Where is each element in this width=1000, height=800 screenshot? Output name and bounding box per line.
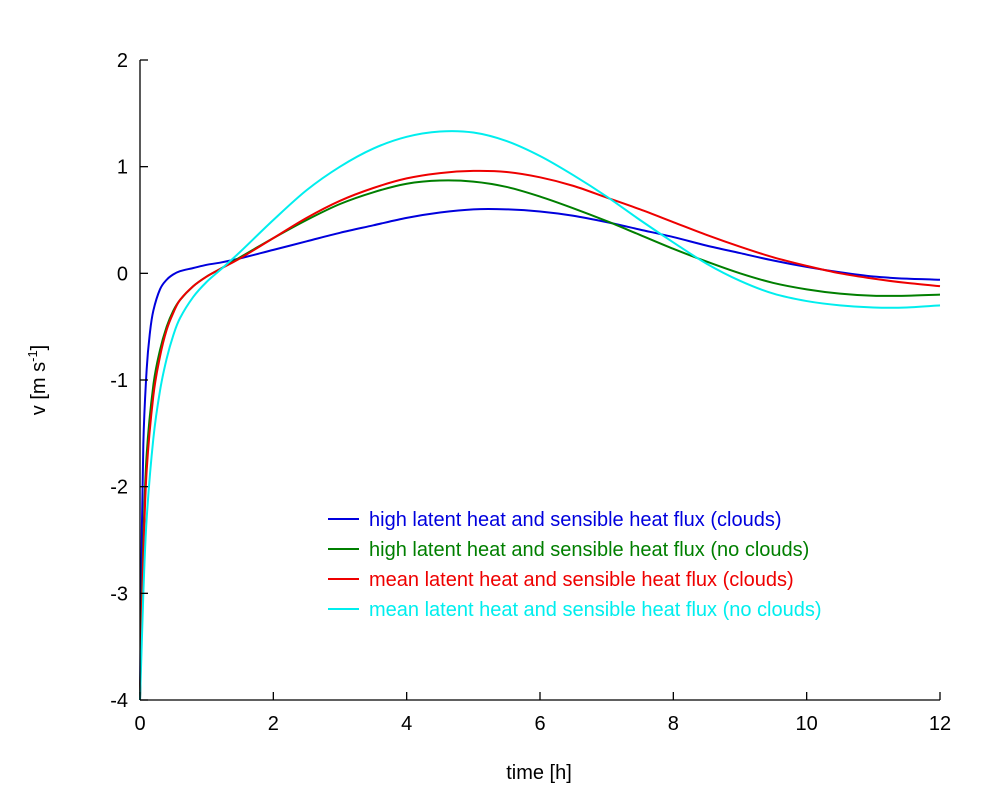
y-tick-label: 2 (117, 50, 128, 72)
series-line-4 (139, 130, 941, 701)
x-tick-label: 4 (401, 713, 412, 735)
legend-label-1: high latent heat and sensible heat flux … (369, 509, 782, 531)
x-tick-label: 2 (268, 713, 279, 735)
y-tick-label: -3 (110, 583, 128, 605)
y-axis-title-end: ] (28, 345, 50, 351)
y-axis-title-main: v [m s (28, 362, 50, 415)
x-tick-label: 12 (929, 713, 951, 735)
x-tick-label: 10 (796, 713, 818, 735)
y-axis-title-superscript: -1 (25, 350, 40, 362)
legend-label-2: high latent heat and sensible heat flux … (369, 539, 809, 561)
y-axis-title: v [m s-1] (25, 345, 50, 415)
x-axis-title: time [h] (506, 762, 572, 784)
y-tick-label: 0 (117, 263, 128, 285)
series-layer (139, 130, 941, 701)
series-line-3 (139, 169, 941, 701)
x-ticks: 0 2 4 6 8 10 12 (134, 692, 951, 735)
series-line-2 (139, 179, 941, 701)
legend-label-4: mean latent heat and sensible heat flux … (369, 599, 822, 621)
series-line-1 (139, 208, 941, 701)
legend: high latent heat and sensible heat flux … (328, 509, 822, 621)
y-tick-label: -4 (110, 690, 128, 712)
y-ticks: -4 -3 -2 -1 0 1 2 (110, 50, 148, 712)
x-tick-label: 8 (668, 713, 679, 735)
x-tick-label: 6 (534, 713, 545, 735)
y-tick-label: -1 (110, 370, 128, 392)
y-tick-label: -2 (110, 477, 128, 499)
legend-label-3: mean latent heat and sensible heat flux … (369, 569, 794, 591)
y-tick-label: 1 (117, 157, 128, 179)
x-tick-label: 0 (134, 713, 145, 735)
